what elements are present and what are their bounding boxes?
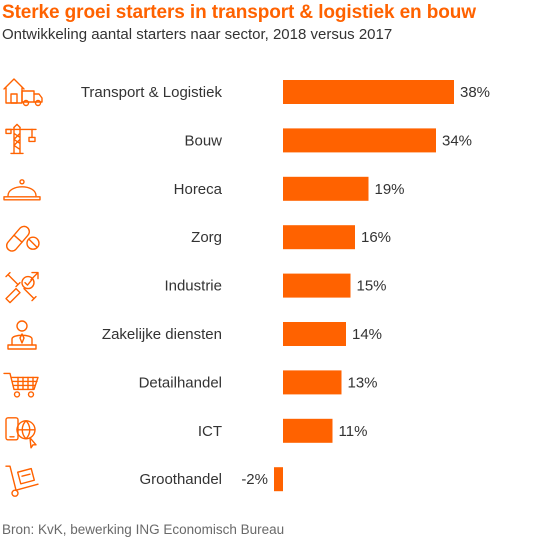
bar-2 [283,176,369,201]
businessman-icon [7,320,37,350]
bar-5 [283,322,346,346]
bar-0 [283,80,454,104]
bar-chart: Transport & Logistiek Bouw Horeca Zorg Indus… [3,78,490,497]
bar-7 [283,418,333,443]
value-label: 16% [361,229,391,246]
category-label: Horeca [174,181,223,198]
chart-subtitle: Ontwikkeling aantal starters naar sector… [2,26,393,43]
category-label: Zorg [191,229,222,246]
value-label: 19% [375,181,405,198]
tools-icon [5,271,39,304]
crane-icon [5,123,37,155]
category-label: ICT [198,423,222,440]
bar-3 [283,225,355,250]
category-label: Industrie [164,278,222,295]
sector-icons [3,78,43,497]
value-labels: 38% 34% 19% 16% 15% 14% 13% 11% -2% [241,84,490,488]
truck-warehouse-icon [3,78,43,107]
value-label: 13% [348,374,378,391]
shopping-cart-icon [3,372,39,398]
source-note: Bron: KvK, bewerking ING Economisch Bure… [2,522,285,537]
category-label: Transport & Logistiek [81,84,223,101]
category-labels: Transport & Logistiek Bouw Horeca Zorg Indus… [81,84,223,488]
value-label: 38% [460,84,490,101]
chart-title: Sterke groei starters in transport & log… [2,2,476,23]
pills-icon [5,225,40,252]
cloche-icon [3,179,41,201]
category-label: Zakelijke diensten [102,326,222,343]
value-label: 14% [352,326,382,343]
value-label: 34% [442,132,472,149]
bars [274,80,454,492]
value-label: 11% [339,423,368,440]
devices-globe-icon [5,417,37,449]
bar-1 [283,128,436,153]
value-label: -2% [241,471,268,488]
bar-4 [283,273,351,298]
category-label: Detailhandel [139,374,222,391]
value-label: 15% [357,278,387,295]
category-label: Bouw [184,132,222,149]
hand-truck-icon [5,465,39,497]
bar-6 [283,370,342,395]
category-label: Groothandel [139,471,222,488]
bar-8 [274,467,283,492]
